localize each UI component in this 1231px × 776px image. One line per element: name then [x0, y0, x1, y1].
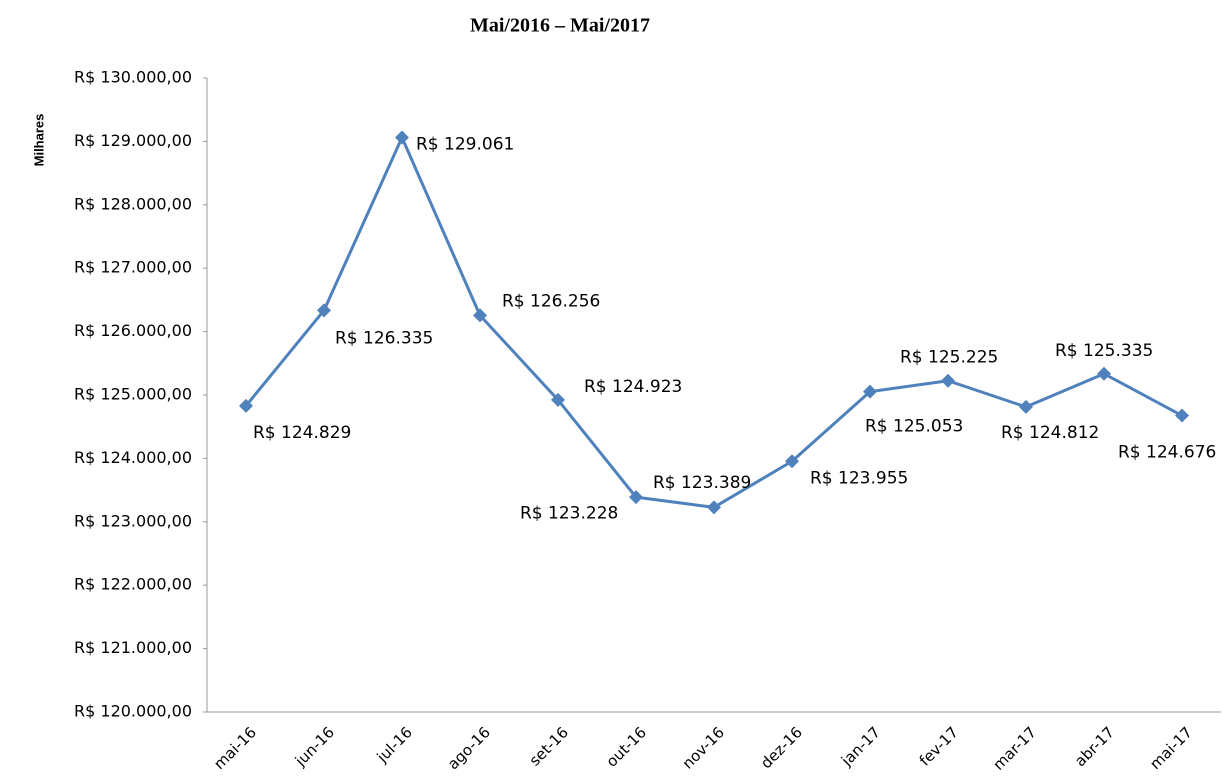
- x-tick-label: out-16: [603, 723, 650, 770]
- point-marker: [1175, 408, 1189, 423]
- x-tick-label: mai-16: [210, 723, 260, 773]
- point-marker: [395, 130, 409, 145]
- data-label: R$ 125.053: [865, 417, 963, 437]
- y-tick-label: R$ 126.000,00: [74, 321, 192, 340]
- data-label: R$ 124.676: [1118, 443, 1216, 463]
- data-label: R$ 124.923: [584, 377, 682, 397]
- y-tick-label: R$ 130.000,00: [74, 68, 192, 87]
- point-marker: [863, 384, 877, 399]
- chart-title: Mai/2016 – Mai/2017: [470, 15, 650, 37]
- x-tick-label: fev-17: [916, 723, 962, 769]
- y-tick-label: R$ 125.000,00: [74, 385, 192, 404]
- data-label: R$ 126.335: [335, 328, 433, 348]
- x-tick-label: jan-17: [837, 723, 884, 770]
- point-marker: [473, 308, 487, 323]
- x-tick-label: dez-16: [757, 723, 806, 772]
- y-tick-label: R$ 120.000,00: [74, 702, 192, 721]
- point-marker: [1097, 366, 1111, 381]
- x-tick-label: nov-16: [679, 723, 728, 772]
- point-marker: [707, 500, 721, 515]
- y-tick-label: R$ 121.000,00: [74, 638, 192, 657]
- x-tick-label: set-16: [526, 723, 572, 769]
- data-label: R$ 125.225: [900, 348, 998, 368]
- point-marker: [1019, 399, 1033, 414]
- x-tick-label: mar-17: [989, 723, 1040, 774]
- data-label: R$ 125.335: [1055, 341, 1153, 361]
- x-tick-label: jul-16: [373, 723, 416, 766]
- y-tick-label: R$ 124.000,00: [74, 448, 192, 467]
- x-tick-label: ago-16: [444, 723, 494, 773]
- point-marker: [785, 454, 799, 469]
- x-tick-label: mai-17: [1146, 723, 1196, 773]
- data-label: R$ 129.061: [416, 135, 514, 155]
- y-tick-label: R$ 122.000,00: [74, 575, 192, 594]
- point-marker: [317, 303, 331, 318]
- point-marker: [629, 490, 643, 505]
- data-label: R$ 123.389: [653, 473, 751, 493]
- point-marker: [941, 373, 955, 388]
- data-label: R$ 124.829: [253, 423, 351, 443]
- x-tick-label: abr-17: [1071, 723, 1118, 770]
- y-tick-label: R$ 127.000,00: [74, 258, 192, 277]
- y-tick-label: R$ 123.000,00: [74, 511, 192, 530]
- data-label: R$ 123.228: [520, 503, 618, 523]
- y-tick-label: R$ 128.000,00: [74, 194, 192, 213]
- data-label: R$ 124.812: [1001, 423, 1099, 443]
- x-tick-label: jun-16: [291, 723, 338, 770]
- point-marker: [239, 398, 253, 413]
- y-tick-label: R$ 129.000,00: [74, 131, 192, 150]
- data-label: R$ 126.256: [502, 291, 600, 311]
- y-axis-label: Milhares: [31, 114, 46, 167]
- data-label: R$ 123.955: [810, 468, 908, 488]
- series-line: [244, 136, 1183, 509]
- point-marker: [551, 392, 565, 407]
